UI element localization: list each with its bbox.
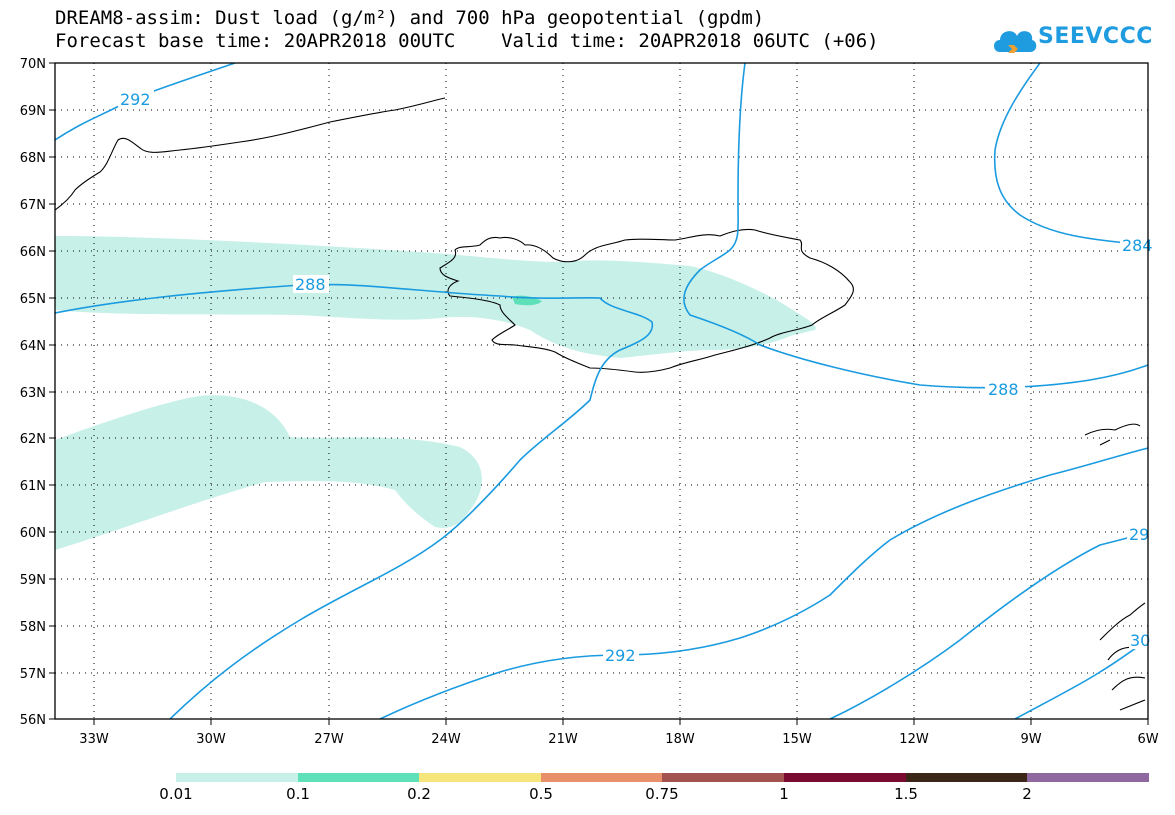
lat-label: 59N: [20, 573, 46, 588]
lat-label: 58N: [20, 620, 46, 635]
colorbar-segment: [176, 773, 298, 782]
contour-label-296: 29: [1129, 525, 1149, 544]
lat-label: 57N: [20, 667, 46, 682]
contour-label-300: 30: [1130, 631, 1150, 650]
lat-label: 68N: [20, 151, 46, 166]
colorbar-label: 0.2: [407, 785, 431, 803]
contour-label-288-west: 288: [295, 275, 326, 294]
cloud-logo-icon: [994, 31, 1037, 53]
colorbar-segment: [541, 773, 662, 782]
colorbar-segment: [419, 773, 541, 782]
lat-label: 65N: [20, 292, 46, 307]
contour-label-288-east: 288: [988, 380, 1019, 399]
contour-label-284: 284: [1122, 236, 1153, 255]
colorbar-label: 1: [779, 785, 789, 803]
lon-label: 33W: [79, 732, 109, 747]
lon-label: 6W: [1137, 732, 1158, 747]
lon-label: 15W: [782, 732, 812, 747]
colorbar: [176, 773, 1149, 782]
lon-label: 27W: [314, 732, 344, 747]
dust-plume-iceland-east: [680, 279, 785, 330]
colorbar-label: 0.1: [286, 785, 310, 803]
colorbar-label: 0.5: [529, 785, 553, 803]
lat-label: 67N: [20, 198, 46, 213]
lat-label: 69N: [20, 104, 46, 119]
colorbar-label: 0.01: [159, 785, 192, 803]
lon-label: 24W: [431, 732, 461, 747]
colorbar-segment: [1027, 773, 1149, 782]
lat-label: 70N: [20, 57, 46, 72]
lat-label: 61N: [20, 479, 46, 494]
contour-292-south: [379, 447, 1148, 719]
lat-label: 64N: [20, 339, 46, 354]
lon-label: 21W: [548, 732, 578, 747]
lon-label: 9W: [1020, 732, 1041, 747]
contour-288-east: [683, 63, 1148, 389]
scotland-coastline: [1099, 602, 1146, 711]
lon-label: 18W: [665, 732, 695, 747]
greenland-coastline: [55, 97, 446, 211]
title-line-2: Forecast base time: 20APR2018 00UTC Vali…: [55, 30, 879, 52]
colorbar-segment: [662, 773, 784, 782]
title-line-1: DREAM8-assim: Dust load (g/m²) and 700 h…: [55, 7, 765, 29]
lat-label: 56N: [20, 713, 46, 728]
dust-plume-south: [55, 395, 482, 550]
lon-label: 30W: [196, 732, 226, 747]
lon-label: 12W: [899, 732, 929, 747]
colorbar-label: 0.75: [645, 785, 678, 803]
colorbar-segment: [784, 773, 906, 782]
contour-300-southeast: [1014, 639, 1148, 719]
logo-text: SEEVCCC: [1038, 24, 1153, 49]
colorbar-label: 2: [1022, 785, 1032, 803]
contour-288-main: [55, 283, 654, 719]
iceland-coastline: [439, 228, 854, 373]
lat-label: 66N: [20, 245, 46, 260]
seevccc-logo: SEEVCCC: [990, 18, 1152, 58]
colorbar-segment: [906, 773, 1027, 782]
lat-label: 63N: [20, 386, 46, 401]
dust-plume-north: [55, 236, 816, 358]
contour-label-292-northwest: 292: [120, 90, 151, 109]
lat-label: 62N: [20, 432, 46, 447]
contour-296-southeast: [829, 531, 1148, 719]
contour-label-292-south: 292: [605, 646, 636, 665]
colorbar-label: 1.5: [894, 785, 918, 803]
colorbar-segment: [298, 773, 419, 782]
lat-label: 60N: [20, 526, 46, 541]
contour-284-east: [993, 63, 1148, 246]
faroe-shetland-coastline: [1084, 423, 1141, 446]
